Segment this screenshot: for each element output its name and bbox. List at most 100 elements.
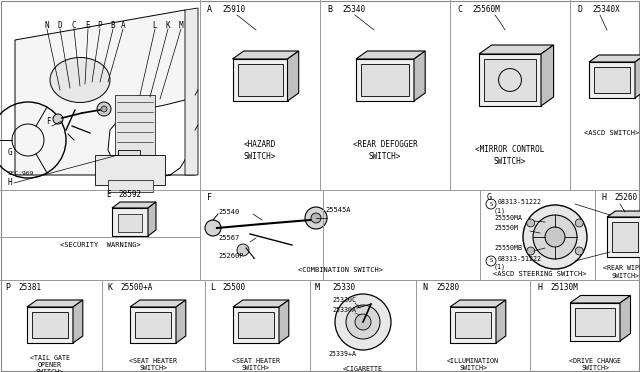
- Bar: [237, 64, 282, 96]
- Polygon shape: [279, 300, 289, 343]
- Text: <CIGARETTE
LIGHTER>: <CIGARETTE LIGHTER>: [343, 366, 383, 372]
- Text: (1): (1): [494, 264, 506, 270]
- Polygon shape: [27, 300, 83, 307]
- Bar: [612, 222, 638, 252]
- Text: 25260: 25260: [614, 193, 637, 202]
- Text: A: A: [121, 22, 125, 31]
- Circle shape: [533, 215, 577, 259]
- Bar: [115, 95, 155, 155]
- Text: 25550M: 25550M: [494, 225, 518, 231]
- Text: 25545A: 25545A: [325, 207, 351, 213]
- Text: B: B: [327, 5, 332, 14]
- Text: 25500+A: 25500+A: [120, 283, 152, 292]
- Polygon shape: [607, 217, 640, 257]
- Polygon shape: [233, 307, 279, 343]
- Text: 25910: 25910: [222, 5, 245, 14]
- Text: 25550MA: 25550MA: [494, 215, 522, 221]
- Text: <REAR WIPER
SWITCH>: <REAR WIPER SWITCH>: [603, 265, 640, 279]
- Text: S: S: [490, 202, 493, 206]
- Text: N: N: [45, 22, 49, 31]
- Text: P: P: [5, 283, 10, 292]
- Polygon shape: [479, 45, 554, 54]
- Bar: [95, 155, 165, 185]
- Polygon shape: [176, 300, 186, 343]
- Circle shape: [335, 294, 391, 350]
- Text: 25567: 25567: [218, 235, 239, 241]
- Text: 25540: 25540: [218, 209, 239, 215]
- Circle shape: [237, 244, 249, 256]
- Bar: [575, 308, 615, 336]
- Text: M: M: [315, 283, 320, 292]
- Polygon shape: [414, 51, 425, 101]
- Polygon shape: [450, 307, 496, 343]
- Polygon shape: [356, 59, 414, 101]
- Text: C: C: [72, 22, 76, 31]
- Polygon shape: [496, 300, 506, 343]
- Text: (1): (1): [494, 207, 506, 214]
- Polygon shape: [287, 51, 299, 101]
- Text: <REAR DEFOGGER
SWITCH>: <REAR DEFOGGER SWITCH>: [353, 140, 417, 161]
- Text: H: H: [537, 283, 542, 292]
- Circle shape: [575, 247, 583, 255]
- Text: P: P: [98, 22, 102, 31]
- Bar: [484, 59, 536, 101]
- Text: <MIRROR CONTROL
SWITCH>: <MIRROR CONTROL SWITCH>: [476, 145, 545, 166]
- Text: 25550MB: 25550MB: [494, 245, 522, 251]
- Text: <TAIL GATE
OPENER
SWITCH>: <TAIL GATE OPENER SWITCH>: [30, 355, 70, 372]
- Circle shape: [575, 219, 583, 227]
- Text: <HAZARD
SWITCH>: <HAZARD SWITCH>: [244, 140, 276, 161]
- Polygon shape: [607, 211, 640, 217]
- Polygon shape: [589, 62, 635, 98]
- Text: 25280: 25280: [436, 283, 459, 292]
- Circle shape: [97, 102, 111, 116]
- Text: <ASCD SWITCH>: <ASCD SWITCH>: [584, 130, 639, 136]
- Bar: [118, 150, 140, 164]
- Bar: [108, 180, 153, 192]
- Polygon shape: [589, 55, 640, 62]
- Bar: [32, 312, 68, 338]
- Text: A: A: [207, 5, 212, 14]
- Circle shape: [523, 205, 587, 269]
- Circle shape: [101, 106, 107, 112]
- Text: K: K: [108, 283, 113, 292]
- Text: M: M: [179, 22, 183, 31]
- Text: B: B: [111, 22, 115, 31]
- Text: 25560M: 25560M: [472, 5, 500, 14]
- Text: 25130M: 25130M: [550, 283, 578, 292]
- Text: 25381: 25381: [18, 283, 41, 292]
- Polygon shape: [570, 295, 630, 303]
- Bar: [594, 67, 630, 93]
- Polygon shape: [148, 202, 156, 236]
- Polygon shape: [620, 295, 630, 341]
- Text: SEC.969: SEC.969: [8, 171, 35, 176]
- Text: <DRIVE CHANGE
SWITCH>
JB510060: <DRIVE CHANGE SWITCH> JB510060: [569, 358, 621, 372]
- Text: 25340: 25340: [342, 5, 365, 14]
- Text: 25339+A: 25339+A: [328, 351, 356, 357]
- Text: 25330C: 25330C: [332, 297, 356, 303]
- Bar: [112, 208, 148, 236]
- Polygon shape: [130, 300, 186, 307]
- Polygon shape: [635, 55, 640, 98]
- Circle shape: [53, 114, 63, 124]
- Circle shape: [486, 199, 496, 209]
- Text: <SEAT HEATER
SWITCH>: <SEAT HEATER SWITCH>: [232, 358, 280, 371]
- Bar: [238, 312, 274, 338]
- Polygon shape: [112, 202, 156, 208]
- Text: L: L: [153, 22, 157, 31]
- Text: 28592: 28592: [118, 190, 141, 199]
- Bar: [135, 312, 171, 338]
- Text: <ILLUMINATION
SWITCH>: <ILLUMINATION SWITCH>: [447, 358, 499, 371]
- Bar: [455, 312, 491, 338]
- Polygon shape: [541, 45, 554, 106]
- Text: 25330A: 25330A: [332, 307, 356, 313]
- Text: F: F: [207, 193, 212, 202]
- Bar: [118, 214, 142, 232]
- Circle shape: [305, 207, 327, 229]
- Polygon shape: [570, 303, 620, 341]
- Text: G: G: [487, 193, 492, 202]
- Text: D: D: [58, 22, 62, 31]
- Text: 25500: 25500: [222, 283, 245, 292]
- Text: <COMBINATION SWITCH>: <COMBINATION SWITCH>: [298, 267, 383, 273]
- Text: H: H: [8, 178, 13, 187]
- Text: 25340X: 25340X: [592, 5, 620, 14]
